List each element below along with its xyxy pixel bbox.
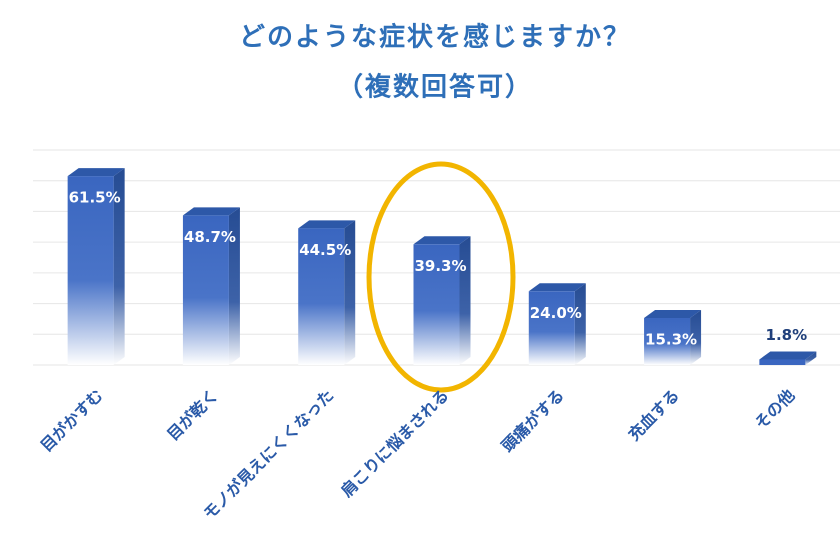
value-label: 39.3% [414,257,466,275]
bar [413,244,460,365]
x-tick-label: 肩こりに悩まされる [337,386,452,501]
bar [528,291,575,365]
bar-side [805,351,817,365]
bar-top [644,310,702,319]
bar-side [228,207,240,365]
bar-top [182,207,240,216]
bar-top [759,351,817,360]
bar-side [690,310,702,365]
value-label: 1.8% [766,326,808,344]
bar-top [298,220,356,229]
bar [182,215,229,365]
bar [298,228,345,365]
value-label: 61.5% [69,189,121,207]
value-label: 24.0% [530,304,582,322]
x-tick-label: 目がかすむ [37,386,107,456]
bar-top [413,236,471,245]
bar-side [113,168,125,365]
bar-top [67,168,125,177]
bar [644,318,691,365]
x-tick-label: 目が乾く [163,386,222,445]
value-label: 44.5% [299,241,351,259]
x-tick-label: 頭痛がする [498,386,568,456]
bar-side [344,220,356,365]
x-tick-label: モノが見えにくくなった [200,386,338,524]
bar-side [459,236,471,365]
highlight-circle [366,161,516,393]
x-tick-label: 充血する [624,386,683,445]
bar [759,359,806,365]
bar [67,176,114,365]
value-label: 15.3% [645,331,697,349]
chart-subtitle: （複数回答可） [337,72,533,103]
bar-top [528,283,586,292]
bar-side [574,283,586,365]
value-label: 48.7% [184,228,236,246]
x-tick-label: その他 [751,386,798,433]
chart-title: どのような症状を感じますか？ [239,22,631,53]
